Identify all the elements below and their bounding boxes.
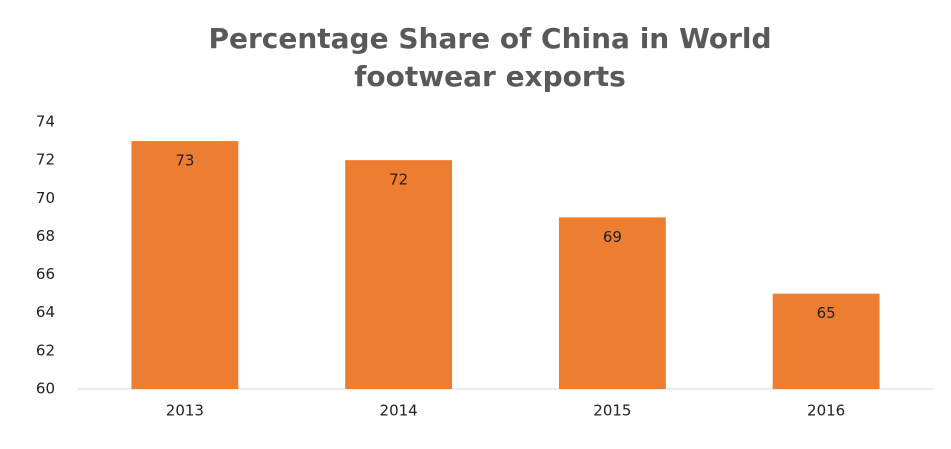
y-tick-label: 60 xyxy=(36,380,55,398)
y-tick-label: 66 xyxy=(36,265,55,283)
x-tick-label: 2014 xyxy=(380,402,418,420)
bar xyxy=(131,141,239,389)
value-label: 72 xyxy=(389,171,408,189)
x-tick-label: 2016 xyxy=(807,402,845,420)
y-tick-label: 62 xyxy=(36,341,55,359)
y-tick-label: 72 xyxy=(36,151,55,169)
bar xyxy=(772,293,880,389)
x-tick-label: 2015 xyxy=(593,402,631,420)
y-tick-label: 68 xyxy=(36,227,55,245)
value-label: 69 xyxy=(603,228,622,246)
value-label: 73 xyxy=(175,152,194,170)
y-tick-label: 64 xyxy=(36,303,55,321)
value-label: 65 xyxy=(817,304,836,322)
y-tick-label: 70 xyxy=(36,189,55,207)
bar xyxy=(558,217,666,389)
x-tick-label: 2013 xyxy=(166,402,204,420)
chart-title: Percentage Share of China in World footw… xyxy=(208,22,772,93)
y-tick-label: 74 xyxy=(36,113,55,131)
bar xyxy=(345,160,453,389)
